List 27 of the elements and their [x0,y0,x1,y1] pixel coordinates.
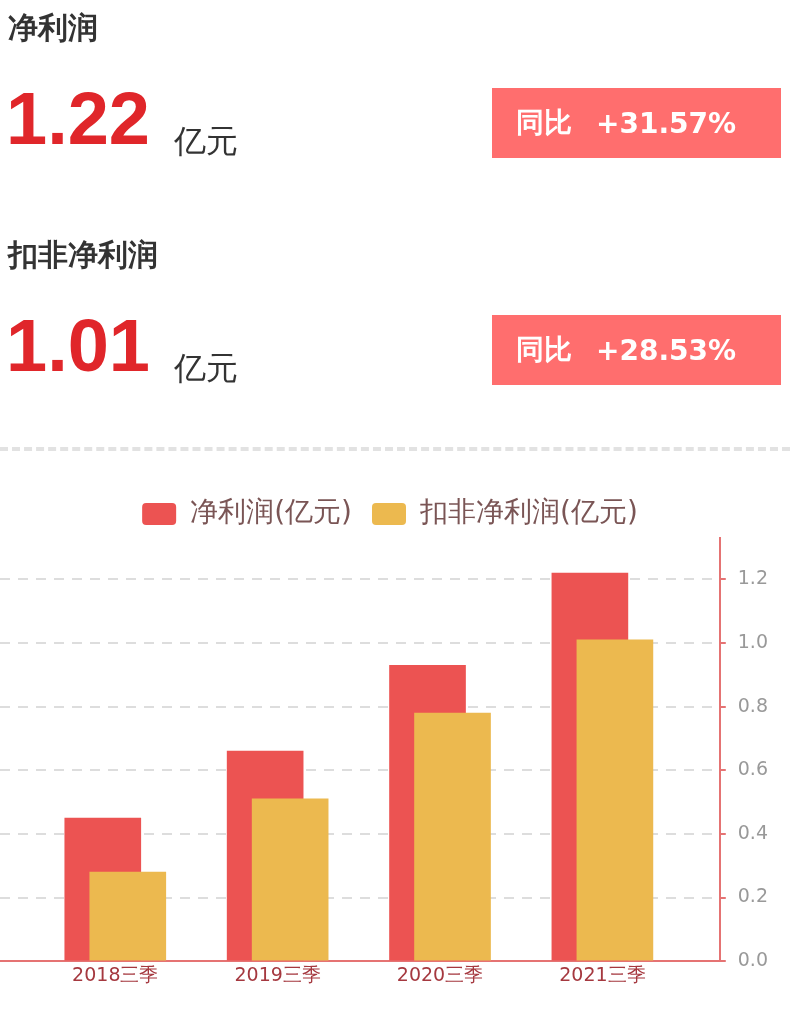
bar [89,871,167,961]
y-tick-label: 0.0 [737,948,768,971]
bar [576,639,654,961]
bar [414,712,491,961]
text: 净利润 [8,9,98,47]
text: 亿元 [174,121,238,162]
text: 1.22 [6,77,151,160]
x-tick-label: 2020三季 [396,962,484,985]
text: 亿元 [174,348,238,389]
text: 同比 [516,105,572,141]
y-tick-label: 0.2 [737,884,768,907]
text: 同比 [516,332,572,368]
y-tick-label: 1.0 [737,629,768,652]
text: 1.01 [6,304,151,387]
bar [251,798,329,961]
x-tick-label: 2018三季 [72,962,159,985]
legend-label: 扣非净利润(亿元) [419,495,638,529]
text: +28.53% [596,333,737,367]
text: +31.57% [596,106,737,140]
text: 扣非净利润 [8,236,158,274]
legend-label: 净利润(亿元) [190,495,353,529]
x-tick-label: 2019三季 [234,962,321,985]
y-tick-label: 0.6 [737,757,768,780]
x-tick-label: 2021三季 [559,962,646,985]
y-tick-label: 0.8 [737,693,768,716]
y-tick-label: 0.4 [737,820,768,843]
y-tick-label: 1.2 [737,566,768,589]
